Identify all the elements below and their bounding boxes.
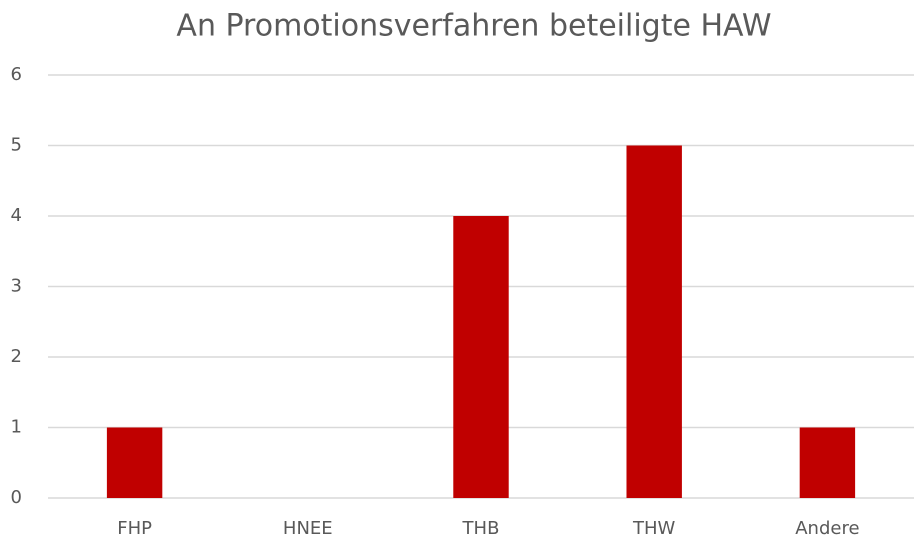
y-tick-label: 5 (11, 135, 22, 156)
x-tick-label: FHP (117, 518, 152, 539)
bar (106, 427, 163, 498)
y-tick-label: 4 (11, 205, 22, 226)
y-tick-label: 0 (11, 487, 22, 508)
y-tick-label: 1 (11, 417, 22, 438)
x-tick-label: HNEE (283, 518, 333, 539)
y-tick-label: 6 (11, 64, 22, 85)
x-tick-label: THW (632, 518, 676, 539)
y-tick-label: 2 (11, 346, 22, 367)
bar (799, 427, 856, 498)
x-tick-label: THB (462, 518, 500, 539)
bar (626, 145, 682, 498)
bar (453, 216, 509, 498)
chart-title: An Promotionsverfahren beteiligte HAW (176, 9, 771, 44)
x-tick-label: Andere (795, 518, 859, 539)
y-tick-label: 3 (11, 276, 22, 297)
